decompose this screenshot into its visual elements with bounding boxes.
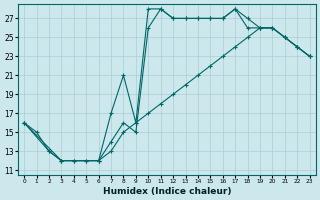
- X-axis label: Humidex (Indice chaleur): Humidex (Indice chaleur): [103, 187, 231, 196]
